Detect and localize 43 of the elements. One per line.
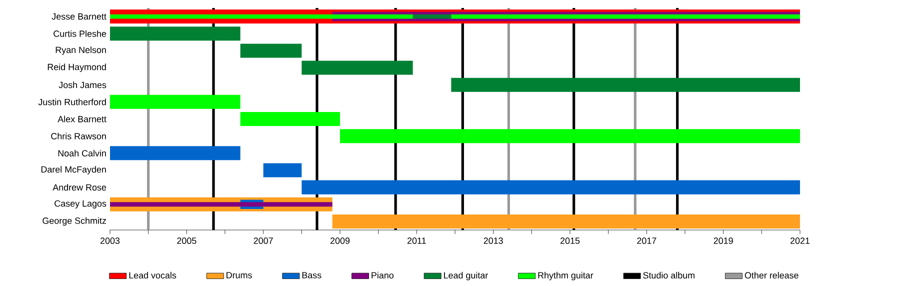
y-tick-label: Alex Barnett: [58, 116, 106, 122]
legend-label: Studio album: [643, 272, 694, 279]
y-tick-label: Darel McFayden: [41, 166, 106, 174]
y-tick-label: Reid Haymond: [48, 64, 106, 72]
bar: [263, 163, 302, 178]
x-tick-label: 2019: [714, 238, 733, 244]
x-tick-label: 2003: [100, 238, 120, 244]
legend-label: Rhythm guitar: [538, 272, 594, 280]
y-tick-label: Andrew Rose: [52, 184, 106, 191]
legend-label: Lead vocals: [129, 272, 176, 279]
y-tick-label: George Schmitz: [42, 217, 106, 226]
bar: [110, 26, 240, 41]
y-tick-label: Ryan Nelson: [56, 46, 106, 55]
bar: [240, 44, 302, 58]
x-tick-label: 2011: [407, 238, 426, 244]
legend-label: Piano: [372, 272, 394, 279]
y-tick-label: Josh James: [58, 82, 106, 88]
legend-label: Lead guitar: [444, 272, 488, 280]
x-tick-label: 2021: [790, 238, 810, 244]
bar: [340, 129, 800, 144]
y-tick-label: Curtis Pleshe: [54, 30, 106, 37]
y-tick-label: Justin Rutherford: [38, 98, 106, 106]
y-tick-label: Jesse Barnett: [52, 13, 106, 20]
bar: [451, 14, 800, 19]
y-tick-label: Noah Calvin: [58, 150, 106, 156]
bar: [332, 214, 800, 228]
x-tick-label: 2013: [484, 238, 503, 244]
x-tick-label: 2017: [637, 238, 656, 244]
bar: [302, 60, 413, 75]
x-tick-label: 2005: [177, 238, 196, 244]
legend-label: Bass: [302, 272, 322, 278]
bar: [110, 146, 240, 160]
bar: [240, 112, 340, 126]
legend-label: Other release: [744, 272, 798, 279]
x-tick-label: 2015: [560, 238, 580, 244]
y-tick-label: Chris Rawson: [51, 132, 106, 140]
bar: [110, 94, 240, 109]
x-tick-label: 2009: [330, 238, 350, 244]
legend-label: Drums: [226, 272, 252, 278]
x-tick-label: 2007: [254, 238, 273, 244]
bar: [451, 78, 800, 92]
bar: [302, 180, 800, 194]
y-tick-label: Casey Lagos: [54, 200, 106, 208]
